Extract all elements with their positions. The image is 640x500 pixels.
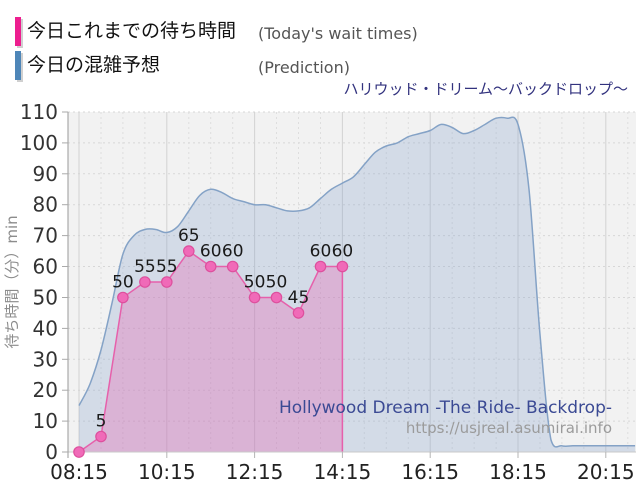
svg-text:40: 40 [33, 316, 58, 340]
svg-text:55: 55 [156, 257, 178, 277]
svg-text:60: 60 [222, 242, 244, 262]
svg-text:65: 65 [178, 226, 200, 246]
svg-text:待ち時間（分）min: 待ち時間（分）min [3, 215, 21, 348]
svg-text:100: 100 [20, 131, 58, 155]
chart-title: ハリウッド・ドリーム～バックドロップ～ [343, 80, 628, 98]
svg-text:50: 50 [33, 286, 58, 310]
svg-text:5: 5 [96, 412, 107, 432]
svg-text:60: 60 [200, 242, 222, 262]
svg-text:0: 0 [45, 440, 58, 464]
svg-text:30: 30 [33, 347, 58, 371]
svg-text:80: 80 [33, 193, 58, 217]
legend-label-today-en: (Today's wait times) [258, 24, 418, 43]
legend-item-prediction: 今日の混雑予想 (Prediction) [15, 51, 635, 81]
svg-text:20:15: 20:15 [577, 460, 635, 484]
legend-label-prediction-jp: 今日の混雑予想 [27, 54, 161, 76]
svg-text:55: 55 [134, 257, 156, 277]
watermark-ride-name: Hollywood Dream -The Ride- Backdrop- [278, 398, 612, 418]
svg-text:60: 60 [33, 255, 58, 279]
svg-text:70: 70 [33, 224, 58, 248]
watermark-url: https://usjreal.asumirai.info [405, 419, 612, 437]
legend-item-today: 今日これまでの待ち時間 (Today's wait times) [15, 17, 635, 47]
svg-text:10: 10 [33, 409, 58, 433]
svg-text:50: 50 [112, 273, 134, 293]
svg-text:14:15: 14:15 [314, 460, 372, 484]
legend-swatch-today [15, 17, 21, 46]
svg-text:110: 110 [20, 100, 58, 124]
svg-text:18:15: 18:15 [489, 460, 547, 484]
svg-text:50: 50 [244, 273, 266, 293]
legend-swatch-prediction [15, 51, 21, 80]
svg-text:08:15: 08:15 [50, 460, 108, 484]
svg-text:50: 50 [266, 273, 288, 293]
svg-text:10:15: 10:15 [138, 460, 196, 484]
legend-label-prediction-en: (Prediction) [258, 58, 350, 77]
svg-text:90: 90 [33, 162, 58, 186]
svg-text:16:15: 16:15 [401, 460, 459, 484]
svg-text:60: 60 [332, 242, 354, 262]
svg-text:20: 20 [33, 378, 58, 402]
legend-label-today-jp: 今日これまでの待ち時間 [27, 20, 237, 42]
svg-text:12:15: 12:15 [226, 460, 284, 484]
svg-text:60: 60 [310, 242, 332, 262]
svg-text:45: 45 [288, 288, 310, 308]
